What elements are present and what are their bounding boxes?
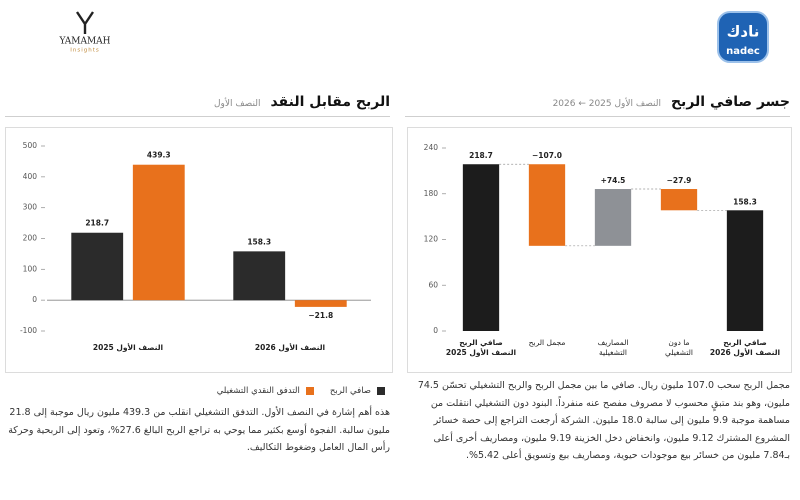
y-tick-label: 240 [424,143,439,152]
value-label: −27.9 [667,176,692,185]
logo-text: nadec [726,46,760,57]
value-label: 218.7 [469,151,493,160]
bar [462,164,500,331]
y-tick-label: 0 [433,326,438,335]
caption: مجمل الربح سحب 107.0 مليون ريال. صافي ما… [417,380,790,462]
bar [233,251,286,301]
bar [71,232,124,301]
bar [132,164,185,301]
panel-header: الربح مقابل النقد النصف الأول [5,94,390,117]
panel-header: جسر صافي الربح النصف الأول 2025 ← 2026 [405,94,790,117]
y-tick-label: 200 [23,234,38,243]
bar [528,164,566,246]
nadec-logo: نادك nadec [717,11,769,63]
logo-subtext: Insights [70,48,100,54]
y-tick-label: 180 [424,189,439,198]
value-label: 158.3 [733,197,757,206]
value-label: 439.3 [147,151,171,160]
value-label: 218.7 [85,219,109,228]
yamamah-logo: YAMAMAH Insights [58,11,111,54]
bar [294,300,347,307]
x-tick-label: ما دون التشغيلي [665,338,693,357]
x-tick-label: النصف الأول 2025 [92,343,164,352]
caption: هذه أهم إشارة في النصف الأول. التدفق الت… [8,407,390,454]
bar [726,210,764,331]
x-tick-label: النصف الأول 2026 [254,343,326,352]
y-tick-label: 300 [23,203,38,212]
y-tick-label: 60 [428,280,438,289]
y-tick-label: 100 [23,264,38,273]
legend-swatch [305,387,314,395]
legend-label: صافي الربح [329,386,371,396]
legend-label: التدفق النقدي التشغيلي [216,386,300,396]
value-label: −107.0 [532,151,562,160]
chart-subtitle: النصف الأول [213,99,261,109]
bar [594,189,632,246]
y-tick-label: 500 [23,141,38,150]
value-label: 158.3 [247,237,271,246]
bar [660,189,698,211]
chart-subtitle: النصف الأول 2025 ← 2026 [552,99,661,109]
x-tick-label: مجمل الربح [528,338,566,347]
chart-title: الربح مقابل النقد [270,94,390,110]
chart-frame [407,127,792,373]
chart-title: جسر صافي الربح [670,94,790,110]
y-tick-label: 400 [23,172,38,181]
value-label: −21.8 [308,311,333,320]
chart-frame [5,127,393,373]
logo-text: YAMAMAH [58,37,110,47]
x-tick-label: صافي الربح النصف الأول 2025 [445,338,517,357]
y-tick-label: 120 [424,235,439,244]
value-label: +74.5 [601,176,626,185]
legend-swatch [377,387,385,395]
legend: صافي الربح التدفق النقدي التشغيلي [5,386,385,396]
x-tick-label: صافي الربح النصف الأول 2026 [709,338,781,357]
logo-arabic: نادك [727,23,760,41]
y-tick-label: 0 [32,295,37,304]
y-tick-label: -100 [20,326,37,335]
legend-item: صافي الربح [330,386,385,396]
legend-item: التدفق النقدي التشغيلي [217,386,314,396]
x-tick-label: المصاريف التشغيلية [597,338,629,357]
